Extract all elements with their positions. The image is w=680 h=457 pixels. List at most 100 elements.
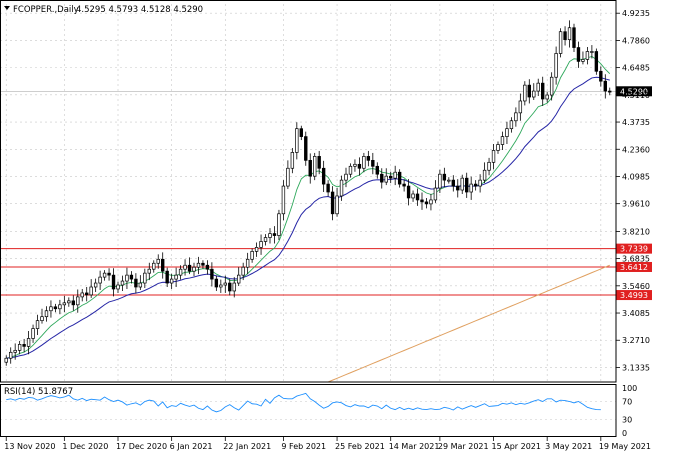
candle-body [232, 282, 236, 292]
candlesticks [4, 20, 612, 366]
candle-body [80, 292, 84, 298]
candle-body [259, 241, 263, 248]
candle-body [254, 247, 259, 252]
candle-body [76, 296, 80, 306]
candle-body [44, 310, 49, 318]
candle-body [219, 284, 223, 288]
candle-body [335, 195, 339, 215]
candle-body [420, 199, 424, 203]
candle-body [362, 156, 366, 169]
candle-body [469, 183, 473, 193]
x-tick-label: 13 Nov 2020 [4, 442, 55, 451]
candle-body [608, 90, 612, 93]
rsi-grid: 100 70 30 0 [0, 384, 637, 438]
candle-body [31, 328, 35, 339]
rsi-series-line [6, 392, 601, 413]
candle-body [496, 144, 500, 151]
candle-body [554, 53, 558, 78]
candle-body [380, 173, 384, 183]
candle-body [594, 51, 599, 72]
candle-body [17, 344, 22, 351]
candle-body [250, 251, 254, 260]
candle-body [98, 276, 102, 284]
candle-body [129, 274, 134, 280]
long-ma-line [327, 264, 610, 383]
candle-body [590, 51, 594, 53]
candle-body [451, 179, 455, 187]
candle-body [120, 280, 125, 286]
labels: FCOPPER.,Daily 4.5295 4.5793 4.5128 4.52… [4, 5, 203, 397]
candle-body [438, 173, 442, 189]
candle-body [174, 274, 178, 280]
candle-body [487, 161, 491, 171]
candle-body [85, 292, 89, 296]
horizontal-level-tag [616, 261, 652, 272]
candle-body [389, 175, 393, 179]
candle-body [585, 51, 590, 60]
candle-body [603, 80, 607, 92]
candle-body [473, 183, 478, 187]
candle-body [53, 306, 58, 310]
candle-body [62, 302, 67, 306]
x-tick-label: 29 Mar 2021 [438, 442, 489, 451]
candle-body [514, 112, 518, 122]
candle-body [549, 76, 554, 96]
candle-body [465, 177, 469, 193]
candle-body [40, 316, 44, 321]
price-pane-border [0, 0, 617, 383]
candle-body [406, 185, 411, 199]
candle-body [35, 320, 40, 329]
candle-body [22, 344, 26, 347]
candle-body [89, 286, 93, 296]
candle-body [366, 156, 371, 161]
candle-body [429, 199, 433, 205]
rsi-tick-label: 30 [622, 416, 632, 425]
candle-body [169, 278, 174, 284]
candle-body [272, 233, 277, 236]
candle-body [263, 237, 268, 242]
candle-body [523, 84, 527, 102]
candle-body [134, 278, 138, 288]
x-tick-label: 17 Dec 2020 [116, 442, 167, 451]
candle-body [210, 268, 214, 280]
candle-body [71, 300, 75, 306]
candle-body [187, 264, 192, 272]
candle-body [536, 82, 540, 92]
axes: 4.9235 4.7860 4.6485 4.5110 4.3735 4.2360 4.09… [0, 0, 651, 451]
moving-averages [6, 56, 611, 383]
candle-body [415, 193, 420, 201]
candle-body [326, 183, 330, 193]
candle-body [245, 258, 250, 268]
candle-body [277, 213, 281, 236]
x-tick-label: 25 Feb 2021 [335, 442, 385, 451]
y-tick-label: 4.5110 [622, 91, 650, 100]
y-tick-label: 3.4085 [622, 309, 650, 318]
horizontal-level-label: 3.6412 [620, 263, 648, 272]
candle-body [500, 136, 505, 145]
candle-body [196, 262, 201, 268]
candle-body [295, 128, 299, 153]
x-tick-label: 6 Jan 2021 [170, 442, 213, 451]
candle-body [411, 193, 415, 199]
horizontal-level-tag [616, 243, 652, 254]
candle-body [384, 175, 388, 183]
candle-body [424, 201, 429, 205]
horizontal-levels: 3.7339 3.6412 3.4993 4.5290 [0, 86, 652, 301]
y-tick-label: 4.6485 [622, 64, 650, 73]
candle-body [304, 136, 308, 161]
horizontal-level-label: 3.4993 [620, 291, 648, 300]
candle-body [192, 266, 196, 272]
x-tick-label: 22 Jan 2021 [223, 442, 271, 451]
ema-fast-line [6, 56, 611, 359]
candle-body [353, 163, 357, 167]
candle-body [330, 191, 335, 215]
candle-body [344, 173, 348, 181]
x-tick-label: 9 Feb 2021 [281, 442, 326, 451]
candle-body [138, 282, 143, 288]
y-tick-label: 4.0985 [622, 172, 650, 181]
candle-body [491, 150, 496, 163]
candle-body [49, 306, 53, 312]
candle-body [558, 31, 563, 54]
y-tick-label: 4.9235 [622, 9, 650, 18]
